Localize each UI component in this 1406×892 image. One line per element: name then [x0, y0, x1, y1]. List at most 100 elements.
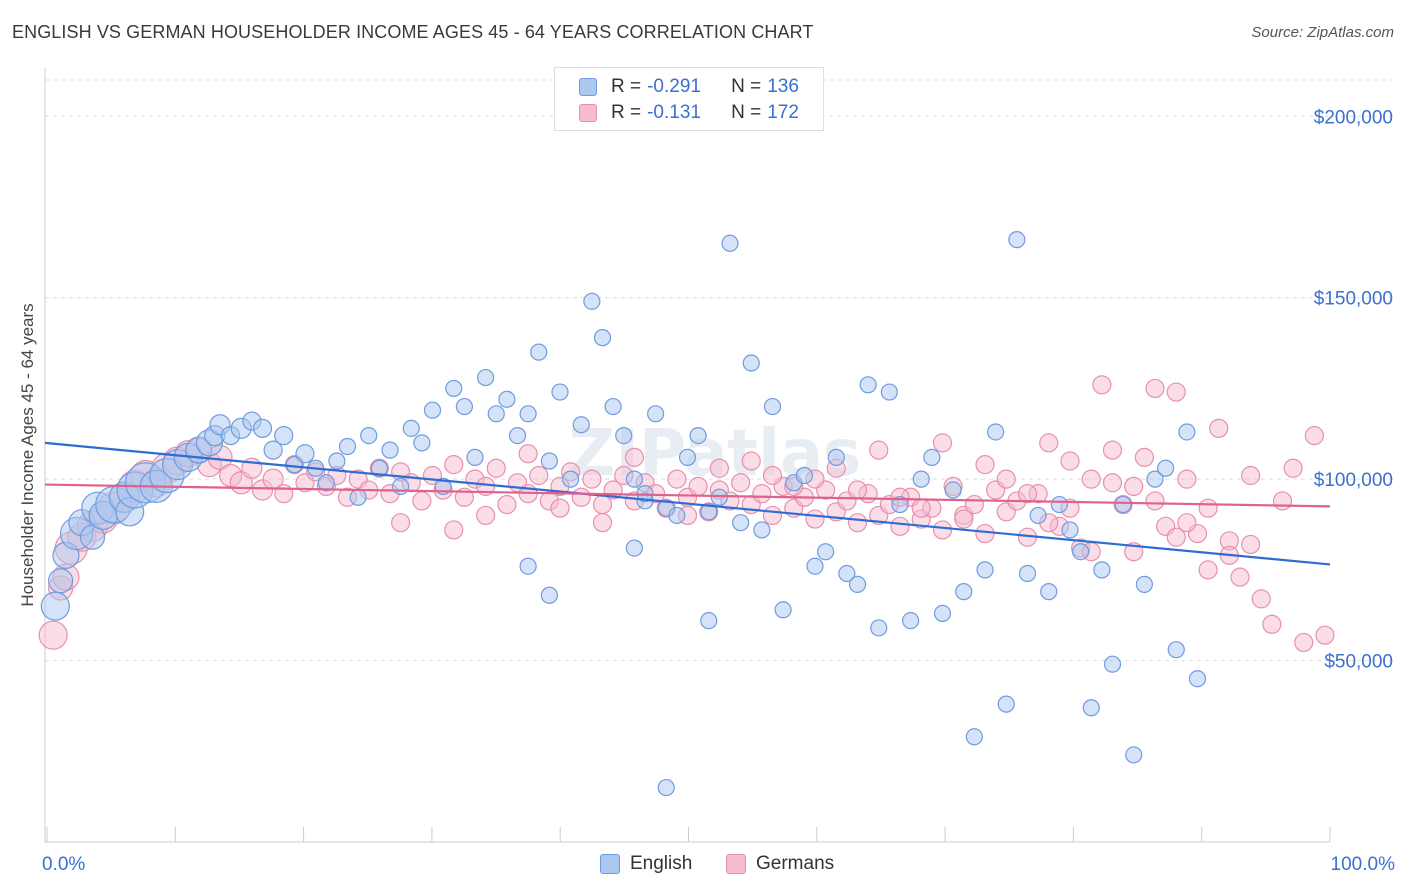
germans-point-68 — [752, 484, 772, 504]
english-point-117 — [657, 778, 675, 797]
germans-point-142 — [975, 455, 995, 475]
english-point-68 — [721, 234, 739, 252]
english-point-82 — [870, 619, 888, 637]
english-point-35 — [370, 459, 388, 477]
english-point-65 — [689, 427, 707, 445]
germans-point-108 — [1177, 469, 1197, 489]
y-tick-label-1: $100,000 — [1314, 470, 1393, 491]
english-point-66 — [700, 503, 718, 521]
germans-point-89 — [975, 523, 995, 544]
germans-point-115 — [1251, 589, 1271, 609]
bottom-germans-swatch — [726, 854, 746, 874]
english-point-38 — [402, 419, 420, 437]
english-point-94 — [997, 695, 1015, 713]
english-point-73 — [774, 601, 792, 619]
english-point-87 — [923, 448, 941, 466]
english-point-118 — [700, 612, 718, 630]
english-point-78 — [827, 448, 845, 466]
english-point-99 — [1050, 495, 1068, 514]
bottom-legend-germans: Germans — [726, 851, 834, 877]
chart-title: ENGLISH VS GERMAN HOUSEHOLDER INCOME AGE… — [12, 22, 814, 42]
germans-point-107 — [1166, 382, 1186, 402]
english-point-34 — [360, 427, 378, 445]
germans-point-137 — [869, 440, 889, 460]
y-tick-label-3: $200,000 — [1314, 107, 1393, 128]
english-point-54 — [572, 416, 590, 434]
germans-point-149 — [1124, 476, 1144, 496]
germans-point-126 — [550, 498, 570, 518]
english-point-24 — [252, 418, 273, 438]
english-point-61 — [647, 405, 665, 423]
english-point-31 — [328, 452, 346, 470]
bottom-english-swatch — [600, 854, 620, 874]
english-point-32 — [338, 437, 357, 456]
english-trend-line — [44, 441, 1331, 566]
germans-point-110 — [1198, 560, 1218, 580]
germans-point-69 — [762, 505, 783, 526]
english-point-108 — [1146, 470, 1164, 488]
correlation-legend: R = -0.291 N = 136 R = -0.131 N = 172 — [554, 67, 824, 131]
english-point-93 — [987, 423, 1005, 441]
english-point-63 — [668, 506, 686, 525]
germans-point-36 — [412, 491, 432, 511]
english-point-69 — [732, 514, 750, 532]
germans-point-132 — [762, 465, 783, 486]
english-point-26 — [274, 426, 294, 446]
germans-point-151 — [1166, 527, 1186, 547]
english-point-79 — [838, 564, 856, 583]
germans-point-136 — [847, 480, 868, 500]
english-point-75 — [795, 466, 813, 485]
y-tick-label-2: $150,000 — [1314, 289, 1393, 310]
germans-point-52 — [582, 469, 602, 489]
germans-point-128 — [624, 447, 644, 467]
english-point-77 — [817, 543, 835, 561]
y-axis-label: Householder Income Ages 45 - 64 years — [18, 303, 37, 607]
germans-point-140 — [932, 433, 953, 453]
bottom-english-label: English — [630, 853, 693, 874]
germans-point-114 — [1241, 465, 1261, 486]
english-point-57 — [604, 397, 622, 416]
english-point-48 — [508, 427, 527, 445]
germans-point-60 — [667, 469, 687, 489]
english-point-86 — [912, 470, 930, 488]
english-point-44 — [466, 448, 484, 466]
english-point-30 — [317, 474, 335, 492]
english-point-104 — [1103, 655, 1122, 673]
english-point-109 — [1157, 459, 1175, 477]
english-point-102 — [1082, 699, 1100, 717]
germans-point-39 — [444, 455, 464, 475]
germans-point-99 — [1081, 469, 1101, 489]
english-n-value: 136 — [767, 76, 799, 97]
english-point-39 — [413, 434, 431, 452]
germans-point-105 — [1145, 378, 1165, 399]
germans-point-152 — [1177, 513, 1197, 533]
english-point-90 — [955, 583, 973, 601]
english-point-70 — [742, 354, 760, 372]
germans-point-121 — [1315, 625, 1335, 645]
english-point-45 — [477, 368, 495, 387]
y-tick-label-0: $50,000 — [1324, 652, 1393, 673]
bottom-germans-label: Germans — [756, 853, 835, 874]
germans-point-119 — [1294, 632, 1314, 653]
germans-point-104 — [1134, 447, 1154, 467]
english-point-111 — [1178, 423, 1196, 441]
english-point-47 — [498, 390, 516, 408]
english-point-110 — [1167, 641, 1185, 659]
source-brand: ZipAtlas.com — [1307, 24, 1394, 41]
germans-point-117 — [1272, 491, 1293, 511]
english-point-64 — [678, 448, 697, 466]
english-point-50 — [530, 343, 548, 361]
english-point-72 — [763, 397, 782, 416]
english-r-label: R = — [611, 76, 642, 97]
germans-point-139 — [911, 498, 931, 518]
x-tick-label-0: 0.0% — [42, 854, 85, 875]
germans-swatch — [579, 104, 597, 122]
germans-point-131 — [741, 451, 761, 471]
germans-point-120 — [1304, 426, 1324, 446]
english-point-92 — [976, 561, 994, 579]
english-point-58 — [615, 427, 633, 445]
germans-point-95 — [1039, 433, 1059, 453]
legend-row-english: R = -0.291 N = 136 — [579, 75, 799, 99]
english-point-67 — [710, 488, 728, 506]
english-point-101 — [1072, 543, 1090, 561]
